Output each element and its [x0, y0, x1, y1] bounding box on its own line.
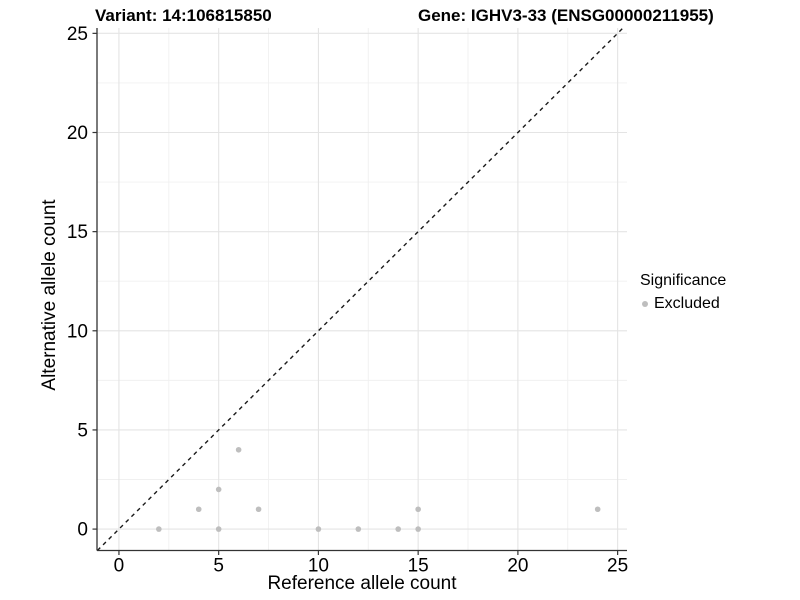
data-point [395, 526, 402, 532]
y-tick-label: 20 [67, 123, 88, 144]
y-tick-label: 15 [67, 222, 88, 243]
excluded-point-icon [642, 301, 648, 307]
y-tick-label: 10 [67, 321, 88, 342]
gene-title: Gene: IGHV3-33 (ENSG00000211955) [418, 6, 714, 25]
data-point [315, 526, 322, 532]
y-axis-title: Alternative allele count [39, 199, 60, 391]
data-point [235, 446, 242, 453]
y-tick-label: 25 [67, 24, 88, 45]
x-tick-label: 10 [308, 556, 329, 577]
identity-reference-line [96, 27, 624, 551]
x-tick-label: 15 [408, 556, 429, 577]
x-tick-label: 20 [507, 556, 528, 577]
data-point [415, 506, 421, 513]
data-point [215, 486, 222, 493]
y-tick-label: 5 [77, 421, 88, 442]
data-point [195, 506, 202, 513]
x-tick-label: 0 [114, 556, 125, 577]
y-tick-label: 0 [77, 520, 88, 541]
legend-item-excluded: Excluded [640, 295, 726, 313]
data-point [215, 526, 222, 532]
data-point [415, 526, 421, 532]
legend: Significance Excluded [640, 271, 726, 313]
x-tick-label: 25 [607, 556, 628, 577]
legend-title: Significance [640, 272, 727, 289]
data-point [156, 526, 162, 532]
data-point [355, 526, 362, 532]
legend-item-label: Excluded [654, 295, 720, 312]
x-tick-label: 5 [213, 556, 224, 577]
x-axis-title: Reference allele count [267, 573, 457, 594]
data-point [255, 506, 262, 513]
variant-title: Variant: 14:106815850 [95, 6, 272, 25]
data-point [594, 506, 601, 513]
